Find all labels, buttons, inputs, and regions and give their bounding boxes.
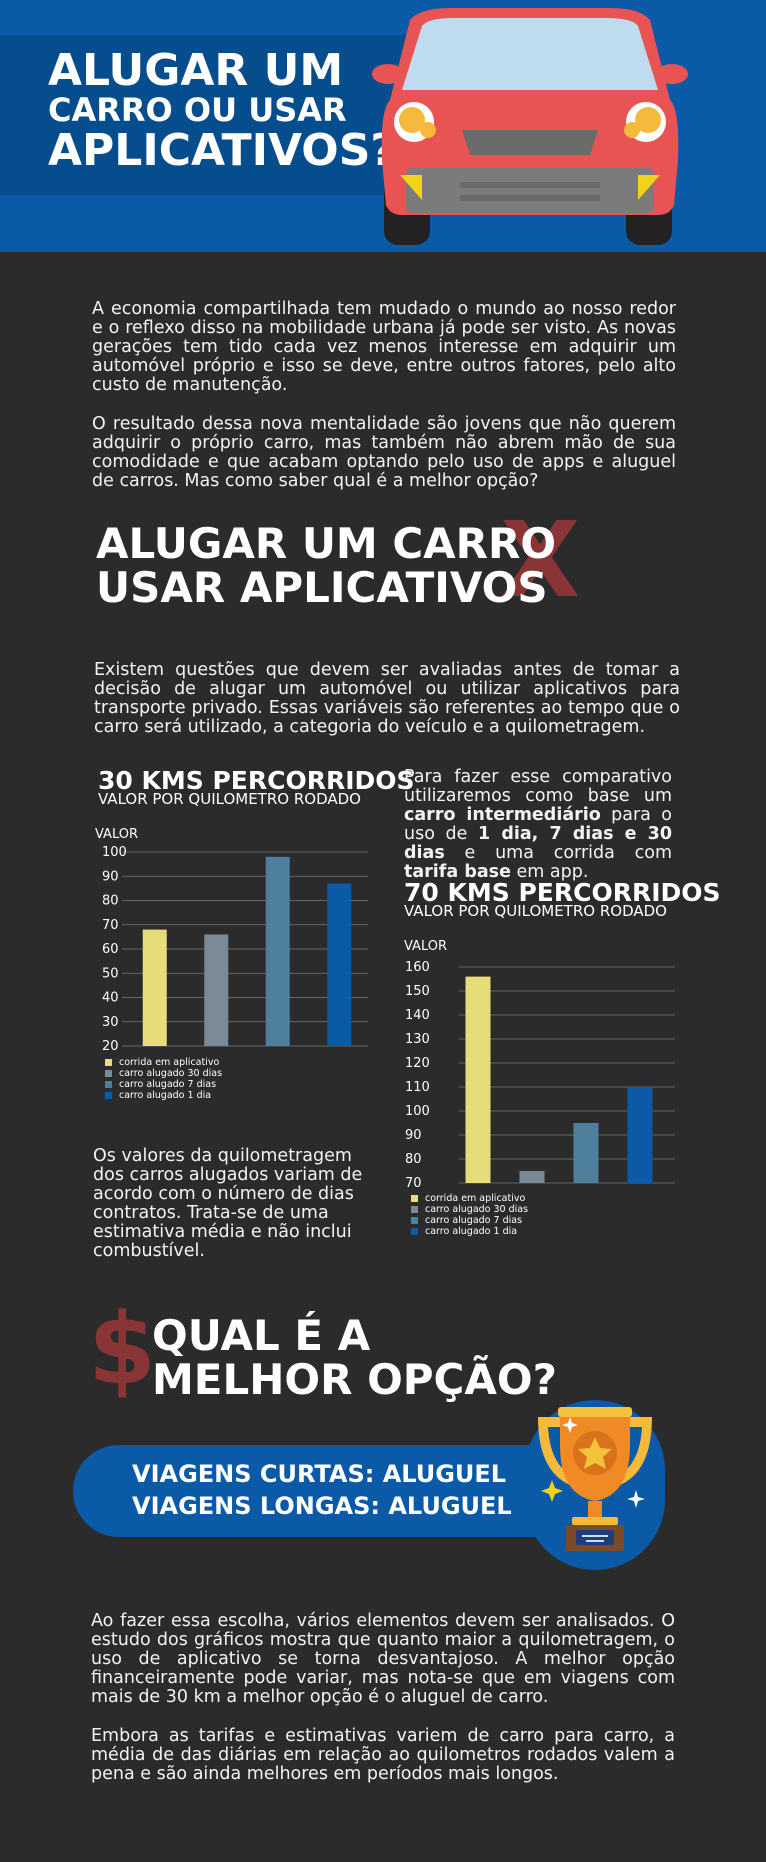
comparison-text-2: para o uso de: [404, 805, 672, 844]
chart2-plot: 70 80 90 100 110 120 130 140 150 160: [405, 960, 675, 1191]
intro-paragraph-2: O resultado dessa nova mentalidade são j…: [92, 414, 676, 491]
chart2-legend-label: corrida em aplicativo: [425, 1193, 526, 1204]
chart1-legend-swatch: [105, 1081, 112, 1088]
chart1-legend-label: carro alugado 30 dias: [119, 1068, 223, 1079]
chart2-legend-swatch: [411, 1217, 418, 1224]
chart2-bar-2: [519, 1171, 545, 1183]
chart1-legend-item: carro alugado 30 dias: [105, 1068, 222, 1079]
hero-title-band: [0, 35, 420, 195]
section2-title-line2: USAR APLICATIVOS: [96, 563, 548, 612]
result-banner: [73, 1445, 593, 1537]
hero-title-line2: CARRO OU USAR: [48, 91, 347, 130]
conclusion-text: Ao fazer essa escolha, vários elementos …: [91, 1612, 675, 1804]
chart1-legend-label: carro alugado 7 dias: [119, 1079, 217, 1090]
section2-title-line1: ALUGAR UM CARRO: [96, 519, 557, 568]
chart1-bar-1: [142, 929, 167, 1046]
comparison-bold-1: carro intermediário: [404, 805, 601, 825]
chart1-subtitle: VALOR POR QUILOMETRO RODADO: [98, 790, 361, 808]
chart1-ytick-20: 20: [102, 1039, 119, 1054]
chart2-bar-4: [627, 1087, 653, 1183]
conclusion-paragraph-2: Embora as tarifas e estimativas variem d…: [91, 1726, 675, 1784]
chart2-ytick-130: 130: [405, 1032, 430, 1047]
x-mark: X: [500, 499, 581, 621]
best-title-line1: QUAL É A: [152, 1311, 371, 1360]
chart2-legend-swatch: [411, 1206, 418, 1213]
chart1-legend-swatch: [105, 1070, 112, 1077]
chart2-bar-3: [573, 1123, 599, 1183]
comparison-text: Para fazer esse comparativo utilizaremos…: [404, 768, 672, 882]
chart2-ytick-150: 150: [405, 984, 430, 999]
comparison-text-1: Para fazer esse comparativo utilizaremos…: [404, 767, 672, 806]
chart1-ytick-60: 60: [102, 942, 119, 957]
chart1-legend-item: carro alugado 7 dias: [105, 1079, 222, 1090]
chart1-title: 30 KMS PERCORRIDOS: [98, 766, 415, 795]
chart2-subtitle: VALOR POR QUILOMETRO RODADO: [404, 902, 667, 920]
chart2-ytick-110: 110: [405, 1080, 430, 1095]
trophy-icon: [538, 1407, 652, 1551]
result-long-trips: VIAGENS LONGAS: ALUGUEL: [132, 1492, 512, 1520]
car-front-icon: [372, 8, 688, 245]
intro-text: A economia compartilhada tem mudado o mu…: [92, 300, 676, 511]
chart1-legend-label: carro alugado 1 dia: [119, 1090, 212, 1101]
chart1-legend-item: corrida em aplicativo: [105, 1057, 222, 1068]
chart2-ylabel: VALOR: [404, 939, 447, 954]
chart1-legend: corrida em aplicativo carro alugado 30 di…: [105, 1057, 222, 1101]
chart1-legend-swatch: [105, 1092, 112, 1099]
conclusion-paragraph-1: Ao fazer essa escolha, vários elementos …: [91, 1611, 675, 1707]
chart1-bar-4: [327, 883, 352, 1046]
chart2-legend-item: carro alugado 30 dias: [411, 1204, 528, 1215]
hero-banner: ALUGAR UM CARRO OU USAR APLICATIVOS?: [0, 0, 766, 252]
comparison-text-4: em app.: [510, 862, 589, 882]
chart2-bar-1: [465, 976, 491, 1183]
chart1-ytick-100: 100: [102, 845, 127, 860]
hero-title-line3: APLICATIVOS?: [48, 124, 396, 176]
chart1-bar-2: [204, 934, 229, 1046]
chart1-legend-label: corrida em aplicativo: [119, 1057, 220, 1068]
chart2-ytick-100: 100: [405, 1104, 430, 1119]
chart1-ytick-40: 40: [102, 991, 119, 1006]
chart2-legend-item: carro alugado 7 dias: [411, 1215, 528, 1226]
chart1-ytick-70: 70: [102, 918, 119, 933]
chart2-title: 70 KMS PERCORRIDOS: [404, 878, 721, 907]
chart2-legend-label: carro alugado 7 dias: [425, 1215, 523, 1226]
chart2-ytick-80: 80: [405, 1152, 422, 1167]
chart1-ytick-50: 50: [102, 966, 119, 981]
section2-text: Existem questões que devem ser avaliadas…: [94, 660, 680, 737]
chart2-ytick-120: 120: [405, 1056, 430, 1071]
chart1-ytick-30: 30: [102, 1015, 119, 1030]
chart1-plot: 20 30 40 50 60 70 80 90 100: [102, 845, 368, 1054]
chart2-ytick-160: 160: [405, 960, 430, 975]
best-title: QUAL É A MELHOR OPÇÃO?: [152, 1314, 557, 1402]
chart2-legend-swatch: [411, 1228, 418, 1235]
chart2-ytick-140: 140: [405, 1008, 430, 1023]
chart2-legend: corrida em aplicativo carro alugado 30 di…: [411, 1193, 528, 1237]
hero-title-line1: ALUGAR UM: [48, 45, 344, 96]
chart2-legend-label: carro alugado 30 dias: [425, 1204, 529, 1215]
chart2-legend-swatch: [411, 1195, 418, 1202]
chart2-ytick-70: 70: [405, 1176, 422, 1191]
chart1-ylabel: VALOR: [95, 827, 138, 842]
dollar-icon: $: [88, 1293, 157, 1407]
chart1-legend-swatch: [105, 1059, 112, 1066]
chart1-ytick-90: 90: [102, 869, 119, 884]
chart2-legend-item: carro alugado 1 dia: [411, 1226, 528, 1237]
note-text: Os valores da quilometragem dos carros a…: [93, 1146, 363, 1261]
best-title-line2: MELHOR OPÇÃO?: [152, 1355, 557, 1404]
hero-title: ALUGAR UM CARRO OU USAR APLICATIVOS?: [48, 45, 396, 176]
section2-title: ALUGAR UM CARRO USAR APLICATIVOS: [96, 522, 556, 610]
chart1-ytick-80: 80: [102, 894, 119, 909]
comparison-bold-3: tarifa base: [404, 862, 511, 882]
comparison-bold-2: 1 dia, 7 dias e 30 dias: [404, 824, 672, 863]
chart1-legend-item: carro alugado 1 dia: [105, 1090, 222, 1101]
result-banner-text: VIAGENS CURTAS: ALUGUEL VIAGENS LONGAS: …: [132, 1458, 512, 1522]
chart2-legend-label: carro alugado 1 dia: [425, 1226, 518, 1237]
comparison-text-3: e uma corrida com: [444, 843, 672, 863]
chart2-ytick-90: 90: [405, 1128, 422, 1143]
chart2-legend-item: corrida em aplicativo: [411, 1193, 528, 1204]
intro-paragraph-1: A economia compartilhada tem mudado o mu…: [92, 299, 676, 395]
chart1-bar-3: [265, 856, 290, 1046]
result-short-trips: VIAGENS CURTAS: ALUGUEL: [132, 1460, 507, 1488]
